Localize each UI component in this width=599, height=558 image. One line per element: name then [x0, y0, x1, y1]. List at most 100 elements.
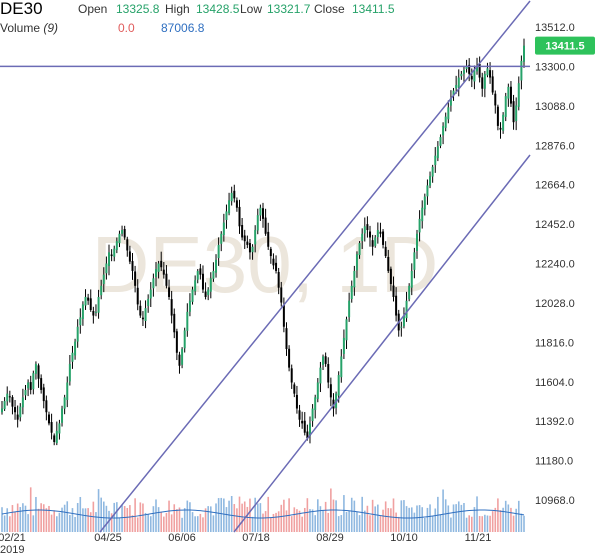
candle — [277, 267, 280, 295]
volume-bar — [84, 508, 87, 532]
candle — [499, 122, 502, 139]
candle — [462, 66, 465, 83]
volume-bar — [144, 512, 147, 532]
candle-body — [470, 76, 473, 80]
candle — [295, 385, 298, 414]
volume-bar — [228, 500, 230, 532]
candle-body — [457, 77, 460, 88]
candle-body — [491, 76, 494, 93]
volume-bar — [35, 496, 37, 532]
candle-body — [421, 207, 424, 222]
symbol-title[interactable]: DE30 — [0, 0, 43, 18]
candle-body — [196, 270, 199, 280]
candle-body — [136, 287, 139, 305]
volume-bar — [434, 508, 437, 532]
candle-body — [324, 356, 327, 364]
candle — [405, 291, 408, 322]
volume-bar — [155, 499, 157, 532]
volume-bar — [275, 512, 277, 532]
volume-label[interactable]: Volume (9) — [0, 21, 59, 35]
volume-bar — [374, 506, 377, 532]
price-axis[interactable]: 13512.0 13300.0 13088.0 12876.0 12664.0 12452… — [535, 22, 575, 507]
candle-body — [110, 254, 113, 257]
candle-body — [455, 85, 458, 89]
candle-body — [306, 431, 309, 439]
candle-body — [34, 363, 37, 374]
candle — [486, 62, 489, 78]
candle-body — [275, 262, 278, 271]
candle — [374, 235, 377, 248]
candle — [408, 283, 411, 302]
candle-body — [162, 269, 165, 275]
price-tick-label: 10968.0 — [535, 495, 575, 507]
candle — [353, 265, 356, 296]
candle-body — [29, 382, 32, 390]
volume-bar — [353, 500, 356, 532]
close-label: Close — [314, 2, 345, 16]
volume-bar — [215, 503, 217, 532]
candle-body — [228, 200, 231, 214]
candle-body — [165, 273, 168, 286]
candle — [152, 273, 155, 297]
candle — [241, 217, 244, 241]
candle-body — [408, 285, 411, 300]
candle — [423, 193, 426, 216]
candle-body — [58, 423, 61, 434]
candle — [361, 228, 364, 249]
volume-bar — [465, 517, 468, 532]
price-tick-label: 12876.0 — [535, 140, 575, 152]
candle-body — [476, 66, 479, 72]
candle — [290, 364, 293, 389]
volume-bar — [113, 502, 116, 532]
candle — [123, 225, 126, 240]
volume-bar — [515, 508, 517, 532]
candle-body — [523, 45, 525, 62]
candle — [194, 275, 197, 296]
candle-body — [102, 274, 105, 285]
candle — [460, 70, 463, 80]
candle-body — [478, 63, 481, 78]
volume-bar — [395, 512, 397, 532]
candle-body — [436, 146, 439, 159]
candle — [429, 171, 432, 189]
volume-bar — [377, 504, 379, 532]
volume-bar — [134, 498, 136, 532]
time-axis[interactable]: 02/21 04/25 06/06 07/18 08/29 10/10 11/21 2019 — [0, 532, 491, 556]
candle-body — [149, 289, 152, 299]
volume-bar — [424, 517, 426, 532]
candle-body — [392, 285, 395, 297]
candle — [94, 304, 97, 317]
candle — [324, 352, 327, 367]
candle — [248, 238, 251, 260]
candle — [470, 68, 473, 88]
candle-body — [395, 295, 398, 316]
volume-bar — [207, 506, 209, 532]
channel-line-upper — [99, 0, 531, 533]
candle — [415, 229, 418, 259]
candle — [50, 413, 53, 440]
candle — [157, 260, 160, 279]
volume-bar — [382, 509, 384, 532]
volume-bar — [74, 516, 76, 532]
volume-bar — [160, 511, 163, 532]
trendlines[interactable] — [0, 0, 531, 533]
candle — [71, 345, 74, 369]
candle-body — [53, 435, 56, 442]
volume-bar — [504, 500, 507, 532]
candle — [165, 265, 168, 289]
candle-body — [215, 259, 218, 273]
volume-bar — [210, 506, 212, 532]
candle — [55, 421, 58, 446]
candle-body — [423, 196, 426, 210]
candle — [523, 38, 525, 68]
volume-bar — [345, 511, 348, 532]
volume-bar — [340, 515, 343, 532]
candle — [238, 199, 241, 234]
candle — [311, 404, 314, 427]
volume-bar — [350, 497, 353, 532]
candle — [314, 394, 317, 419]
volume-bar — [337, 516, 340, 532]
candle-body — [8, 396, 11, 398]
candle-body — [280, 287, 283, 303]
